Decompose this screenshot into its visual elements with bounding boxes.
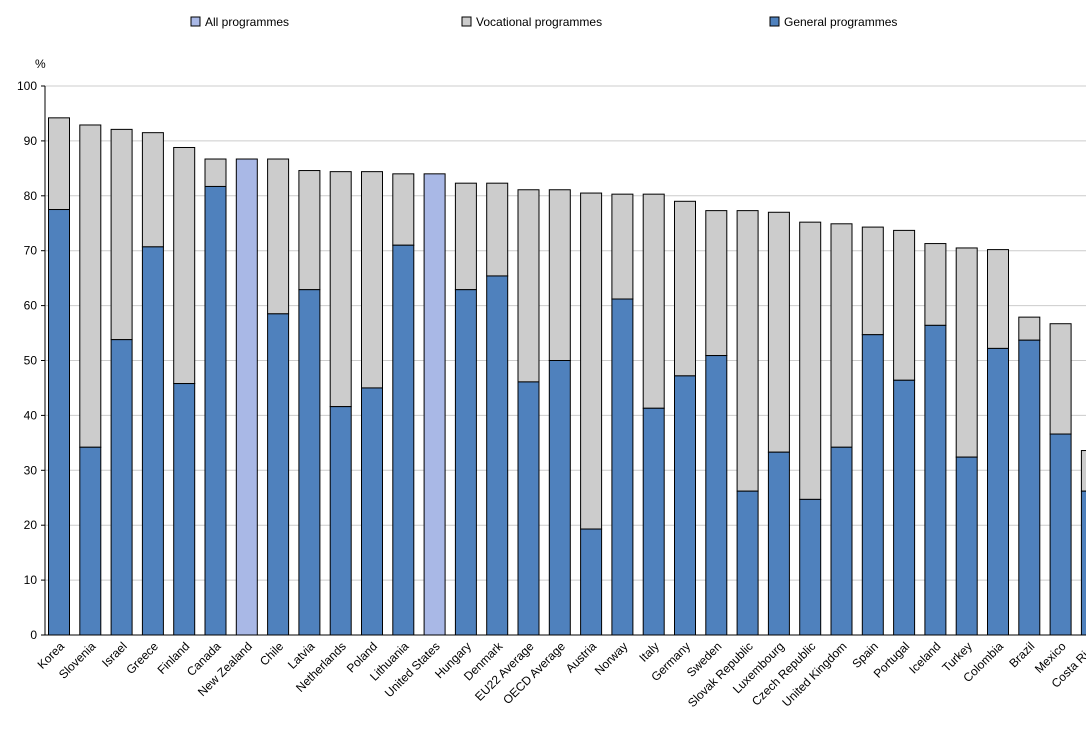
bar-general [674, 375, 696, 636]
legend-item-all: All programmes [190, 15, 289, 29]
y-tick-label: 50 [24, 354, 38, 368]
legend-swatch-all [190, 16, 201, 27]
bar-vocational [799, 221, 822, 500]
bar-general [79, 446, 102, 636]
y-tick-label: 0 [30, 628, 37, 642]
bar-general [329, 406, 352, 636]
bar-vocational [329, 171, 352, 408]
legend-label-general: General programmes [784, 15, 897, 29]
bar-general [141, 246, 164, 636]
bar-vocational [861, 226, 884, 336]
legend-label-all: All programmes [205, 15, 289, 29]
bar-vocational [736, 210, 759, 492]
bar-vocational [674, 200, 696, 377]
bar-general [1049, 433, 1072, 636]
legend-item-vocational: Vocational programmes [461, 15, 602, 29]
bar-vocational [48, 117, 70, 211]
bar-general [611, 298, 634, 636]
y-tick-label: 90 [24, 134, 38, 148]
bar-general [987, 347, 1009, 636]
bar-general [924, 324, 947, 636]
bar-vocational [642, 193, 665, 409]
bar-vocational [924, 243, 947, 326]
bar-general [48, 209, 70, 636]
legend-swatch-general [769, 16, 780, 27]
bar-vocational [705, 210, 728, 357]
bar-vocational [267, 158, 290, 315]
y-tick-label: 80 [24, 189, 38, 203]
legend: All programmes Vocational programmes Gen… [190, 15, 897, 29]
bar-vocational [361, 171, 383, 389]
y-axis-unit-label: % [35, 57, 46, 71]
y-tick-label: 10 [24, 573, 38, 587]
bar-vocational [79, 124, 102, 448]
bar-general [736, 490, 759, 636]
legend-label-vocational: Vocational programmes [476, 15, 602, 29]
bar-vocational [1049, 323, 1072, 435]
bar-general [799, 498, 822, 636]
x-tick-label: Greece [123, 639, 161, 677]
bar-all [235, 158, 258, 636]
x-tick-label: Italy [636, 639, 661, 664]
bar-vocational [141, 132, 164, 248]
bar-general [861, 334, 884, 636]
bar-general [486, 275, 509, 636]
bar-vocational [110, 128, 133, 341]
bar-vocational [486, 182, 509, 277]
y-tick-label: 60 [24, 299, 38, 313]
bar-vocational [893, 229, 916, 381]
bar-vocational [955, 247, 978, 458]
bar-vocational [1080, 450, 1086, 492]
bar-general [642, 407, 665, 636]
bar-general [767, 451, 790, 636]
bar-general [893, 379, 916, 636]
bar-vocational [517, 189, 540, 383]
bar-general [454, 289, 477, 636]
bar-general [298, 289, 321, 636]
bar-general [392, 244, 415, 636]
bar-general [830, 446, 853, 636]
bar-general [1018, 339, 1041, 636]
bar-vocational [298, 170, 321, 291]
legend-item-general: General programmes [769, 15, 897, 29]
bar-general [1080, 490, 1086, 636]
x-tick-label: Norway [592, 639, 631, 678]
bar-general [110, 339, 133, 636]
y-tick-label: 40 [24, 408, 38, 422]
bar-vocational [580, 192, 603, 530]
bar-general [517, 381, 540, 636]
y-tick-label: 100 [17, 79, 37, 93]
bar-vocational [454, 182, 477, 291]
x-tick-label: Iceland [906, 639, 943, 676]
bar-vocational [767, 211, 790, 453]
bar-general [705, 355, 728, 636]
bar-vocational [611, 193, 634, 300]
y-tick-label: 20 [24, 518, 38, 532]
bar-general [580, 528, 603, 636]
bar-vocational [392, 173, 415, 246]
y-axis-ticks: 0 10 20 30 40 50 60 70 80 90 100 [17, 79, 45, 642]
y-tick-label: 70 [24, 244, 38, 258]
bar-general [548, 360, 571, 636]
x-tick-label: Chile [257, 639, 286, 668]
bar-vocational [204, 158, 227, 187]
bar-general [361, 387, 383, 636]
bar-vocational [173, 146, 196, 385]
bar-vocational [548, 189, 571, 361]
y-tick-label: 30 [24, 463, 38, 477]
bars [48, 117, 1086, 636]
bar-general [955, 456, 978, 636]
bar-general [204, 185, 227, 636]
bar-vocational [987, 249, 1009, 349]
bar-vocational [830, 223, 853, 448]
legend-swatch-vocational [461, 16, 472, 27]
bar-general [173, 383, 196, 636]
bar-general [267, 313, 290, 636]
bar-all [423, 173, 446, 636]
bar-vocational [1018, 316, 1041, 341]
